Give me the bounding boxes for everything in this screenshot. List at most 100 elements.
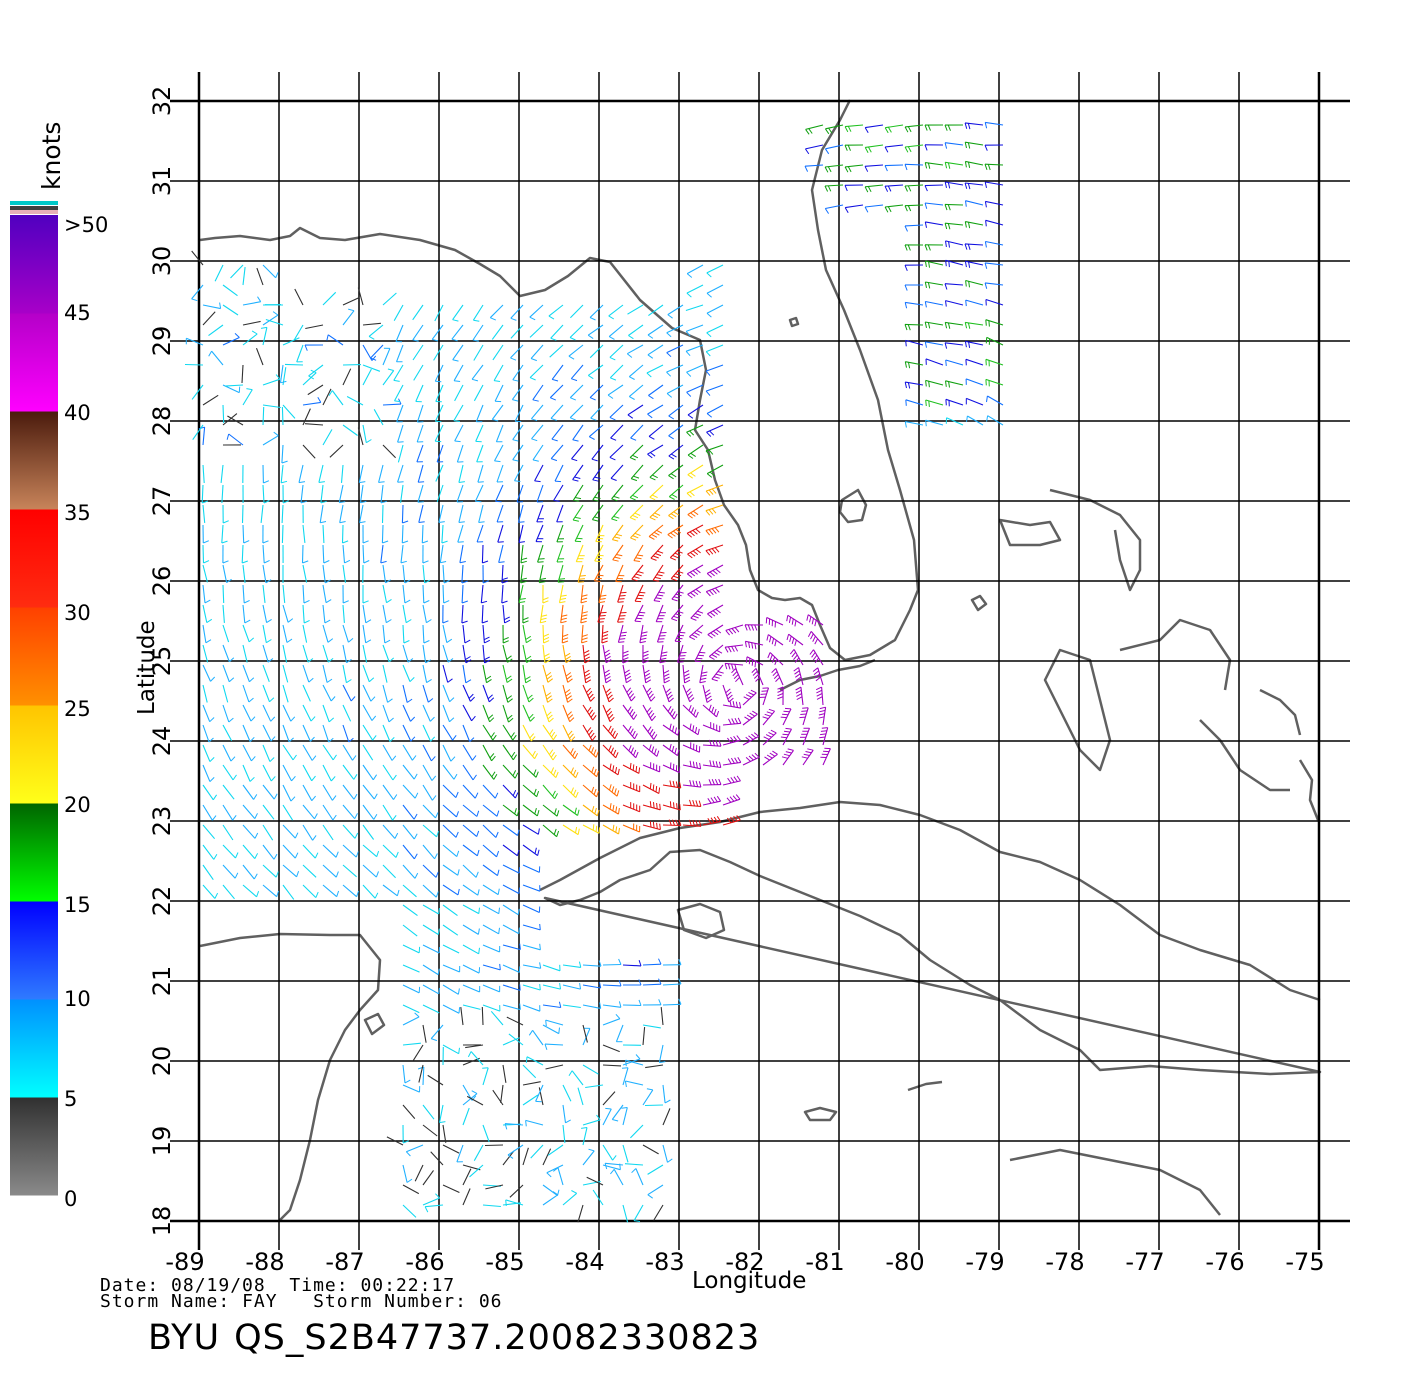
wind-barb — [925, 300, 944, 306]
wind-barb-feather — [684, 676, 690, 681]
wind-barb-feather — [768, 708, 775, 712]
wind-barb-feather — [692, 819, 695, 826]
wind-barb-feather — [646, 372, 652, 378]
wind-barb-feather — [395, 851, 399, 858]
wind-barb-feather — [796, 693, 802, 697]
wind-barb-feather — [811, 652, 816, 658]
wind-barb — [742, 735, 760, 746]
wind-barb-feather — [544, 656, 551, 661]
wind-barb-feather — [234, 333, 240, 338]
wind-barb-feather — [655, 785, 658, 793]
wind-barb-feather — [711, 508, 717, 514]
wind-barb-feather — [325, 599, 332, 604]
wind-barb-feather — [574, 476, 581, 479]
wind-barb-feather — [575, 772, 579, 778]
wind-barb-feather — [689, 723, 692, 730]
wind-barb-feather — [674, 747, 677, 754]
wind-barb-feather — [474, 792, 479, 799]
wind-barb — [529, 304, 544, 318]
wind-barb — [662, 784, 681, 789]
wind-barb — [782, 750, 794, 766]
wind-barb-feather — [595, 577, 602, 580]
wind-barb — [647, 1164, 664, 1175]
wind-barb-feather — [668, 697, 674, 703]
wind-barb — [394, 384, 404, 402]
wind-barb — [627, 404, 644, 416]
wind-barb-feather — [525, 635, 532, 640]
wind-barb — [582, 704, 594, 721]
wind-barb — [825, 144, 844, 150]
latitude-tick: 21 — [148, 966, 176, 997]
wind-barb-feather — [608, 714, 614, 719]
wind-barb — [647, 1184, 664, 1196]
wind-barb — [642, 704, 653, 721]
wind-barb-feather — [599, 615, 606, 617]
longitude-tick: -84 — [565, 1248, 604, 1276]
wind-barb-feather — [727, 737, 732, 744]
wind-barb-feather — [514, 480, 521, 482]
wind-barb-feather — [551, 458, 558, 462]
wind-barb — [587, 324, 604, 336]
wind-barb-feather — [927, 162, 931, 169]
wind-barb — [382, 624, 386, 643]
wind-barb-feather — [566, 675, 572, 680]
wind-barb-feather — [690, 592, 696, 597]
wind-barb — [536, 484, 544, 503]
wind-barb — [542, 1148, 552, 1166]
wind-barb — [668, 504, 684, 517]
wind-barb-feather — [777, 696, 784, 700]
wind-barb — [502, 724, 514, 741]
wind-barb — [462, 744, 473, 761]
wind-barb-feather — [794, 657, 800, 663]
wind-barb — [642, 963, 662, 966]
wind-barb-feather — [809, 616, 812, 623]
wind-barb-feather — [554, 480, 562, 483]
wind-barb-feather — [586, 687, 591, 693]
wind-barb-feather — [686, 273, 693, 278]
wind-barb-feather — [203, 560, 210, 564]
wind-barb — [624, 1163, 644, 1166]
wind-barb — [602, 1144, 614, 1161]
wind-barb-feather — [580, 620, 587, 624]
wind-barb — [512, 444, 524, 461]
wind-barb-feather — [707, 634, 713, 639]
wind-barb-feather — [476, 830, 480, 837]
wind-barb-feather — [632, 535, 639, 539]
wind-barb — [722, 761, 741, 766]
wind-barb-feather — [986, 415, 989, 422]
wind-barb-feather — [598, 601, 606, 604]
wind-barb-feather — [677, 570, 684, 574]
wind-barb — [442, 984, 459, 995]
wind-barb-feather — [608, 745, 612, 752]
wind-barb-feather — [539, 983, 541, 991]
wind-barb-feather — [694, 727, 698, 734]
wind-barb-feather — [708, 704, 712, 711]
wind-barb — [622, 784, 640, 793]
wind-barb-feather — [634, 512, 641, 516]
wind-barb-feather — [928, 261, 930, 268]
wind-barb-feather — [767, 652, 771, 659]
wind-barb — [220, 464, 224, 483]
wind-barb — [592, 484, 604, 501]
wind-barb-feather — [327, 638, 334, 643]
wind-barb — [542, 1024, 560, 1035]
wind-barb — [667, 304, 684, 316]
wind-barb-feather — [684, 679, 691, 684]
wind-barb-feather — [607, 725, 612, 732]
wind-barb — [945, 259, 964, 266]
wind-barb — [689, 624, 704, 638]
wind-barb-feather — [609, 456, 616, 461]
wind-barb — [222, 704, 230, 723]
wind-barb-feather — [905, 340, 907, 347]
wind-barb-feather — [206, 618, 213, 624]
wind-barb-feather — [612, 804, 615, 811]
wind-barb-feather — [789, 649, 795, 655]
wind-barb — [905, 421, 924, 426]
wind-barb-feather — [473, 319, 480, 322]
wind-barb-feather — [676, 550, 683, 554]
wind-barb — [302, 408, 311, 426]
wind-barb — [474, 484, 484, 502]
wind-barb-feather — [697, 654, 704, 657]
wind-barb — [735, 668, 744, 686]
wind-barb-feather — [588, 729, 593, 736]
